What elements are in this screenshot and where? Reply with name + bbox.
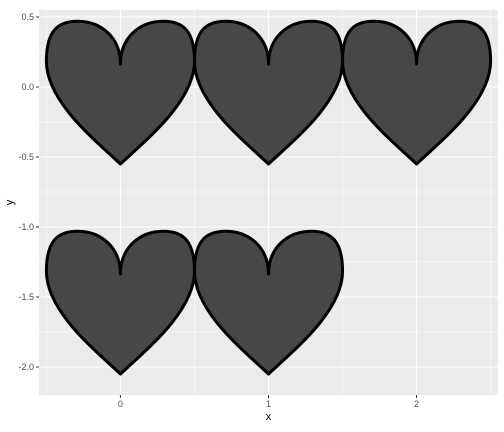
heart-marker (192, 229, 345, 376)
heart-marker (44, 229, 196, 376)
x-tick-label: 2 (414, 399, 419, 409)
x-tick-label: 0 (118, 399, 123, 409)
y-axis: 0.5 0.0 -0.5 -1.0 -1.5 -2.0 (18, 12, 39, 372)
heart-marker (44, 19, 196, 166)
heart-marker (192, 19, 345, 166)
y-axis-title: y (4, 199, 16, 205)
x-axis-title: x (266, 411, 272, 423)
y-tick-label: -2.0 (18, 362, 34, 372)
y-tick-label: -1.5 (18, 292, 34, 302)
heart-marker (341, 19, 493, 166)
x-tick-label: 1 (266, 399, 271, 409)
y-tick-label: -0.5 (18, 152, 34, 162)
y-tick-label: 0.5 (21, 12, 34, 22)
y-tick-label: 0.0 (21, 82, 34, 92)
y-tick-label: -1.0 (18, 222, 34, 232)
x-axis: 0 1 2 (118, 395, 419, 409)
heart-markers (44, 19, 493, 376)
